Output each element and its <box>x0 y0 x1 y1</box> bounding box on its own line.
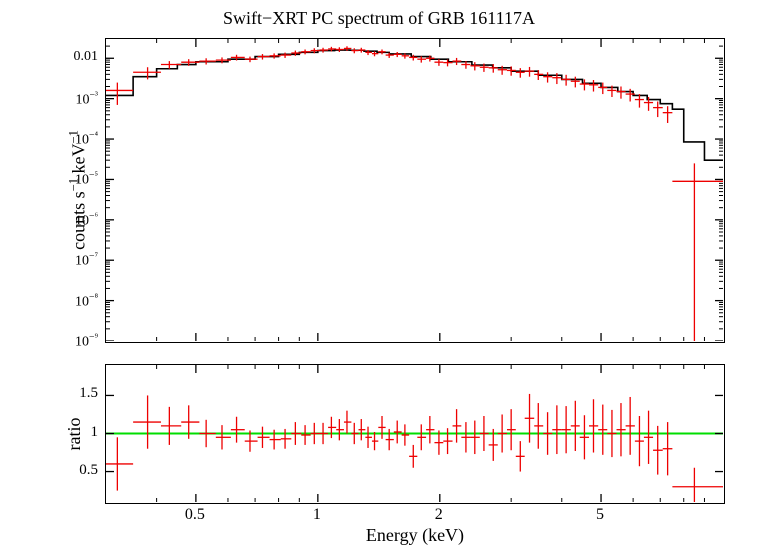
ytick-label-bottom: 1 <box>91 424 99 441</box>
top-panel <box>105 38 725 343</box>
ytick-label-bottom: 1.5 <box>79 385 98 402</box>
xtick-label: 0.5 <box>185 506 205 524</box>
ylabel-bottom: ratio <box>64 418 85 451</box>
ytick-label-bottom: 0.5 <box>79 462 98 479</box>
xlabel: Energy (keV) <box>105 525 725 546</box>
ytick-label: 10−⁹ <box>75 332 98 351</box>
ytick-label: 10−⁷ <box>75 251 98 270</box>
xtick-label: 1 <box>313 506 321 524</box>
spectrum-svg <box>106 39 723 341</box>
xtick-label: 2 <box>435 506 443 524</box>
bottom-panel <box>105 364 725 504</box>
chart-title: Swift−XRT PC spectrum of GRB 161117A <box>0 8 758 29</box>
ytick-label: 10−³ <box>76 90 98 109</box>
ytick-label: 0.01 <box>74 49 99 65</box>
ytick-label: 10−⁸ <box>75 292 98 311</box>
chart-container: Swift−XRT PC spectrum of GRB 161117A cou… <box>0 0 758 556</box>
ratio-svg <box>106 365 723 502</box>
ytick-label: 10−⁵ <box>75 170 98 189</box>
ytick-label: 10−⁶ <box>75 211 98 230</box>
ytick-label: 10−⁴ <box>75 130 98 149</box>
xtick-label: 5 <box>596 506 604 524</box>
